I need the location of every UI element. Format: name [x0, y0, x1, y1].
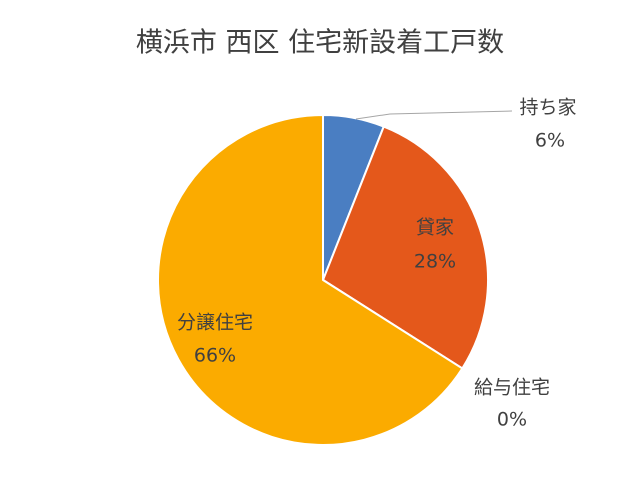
slice-value-label: 0%: [497, 409, 527, 431]
slice-value-label: 28%: [414, 251, 456, 273]
slice-value-label: 6%: [535, 130, 565, 152]
pie-slice: [157, 114, 464, 446]
slice-label: 分譲住宅: [177, 312, 253, 334]
slice-label: 貸家: [416, 217, 454, 239]
slice-label: 持ち家: [519, 97, 576, 119]
slice-label: 給与住宅: [474, 377, 550, 399]
pie-slice: [322, 125, 489, 370]
slice-value-label: 66%: [194, 345, 236, 367]
leader-line: [355, 110, 513, 120]
chart-title: 横浜市 西区 住宅新設着工戸数: [136, 28, 504, 59]
